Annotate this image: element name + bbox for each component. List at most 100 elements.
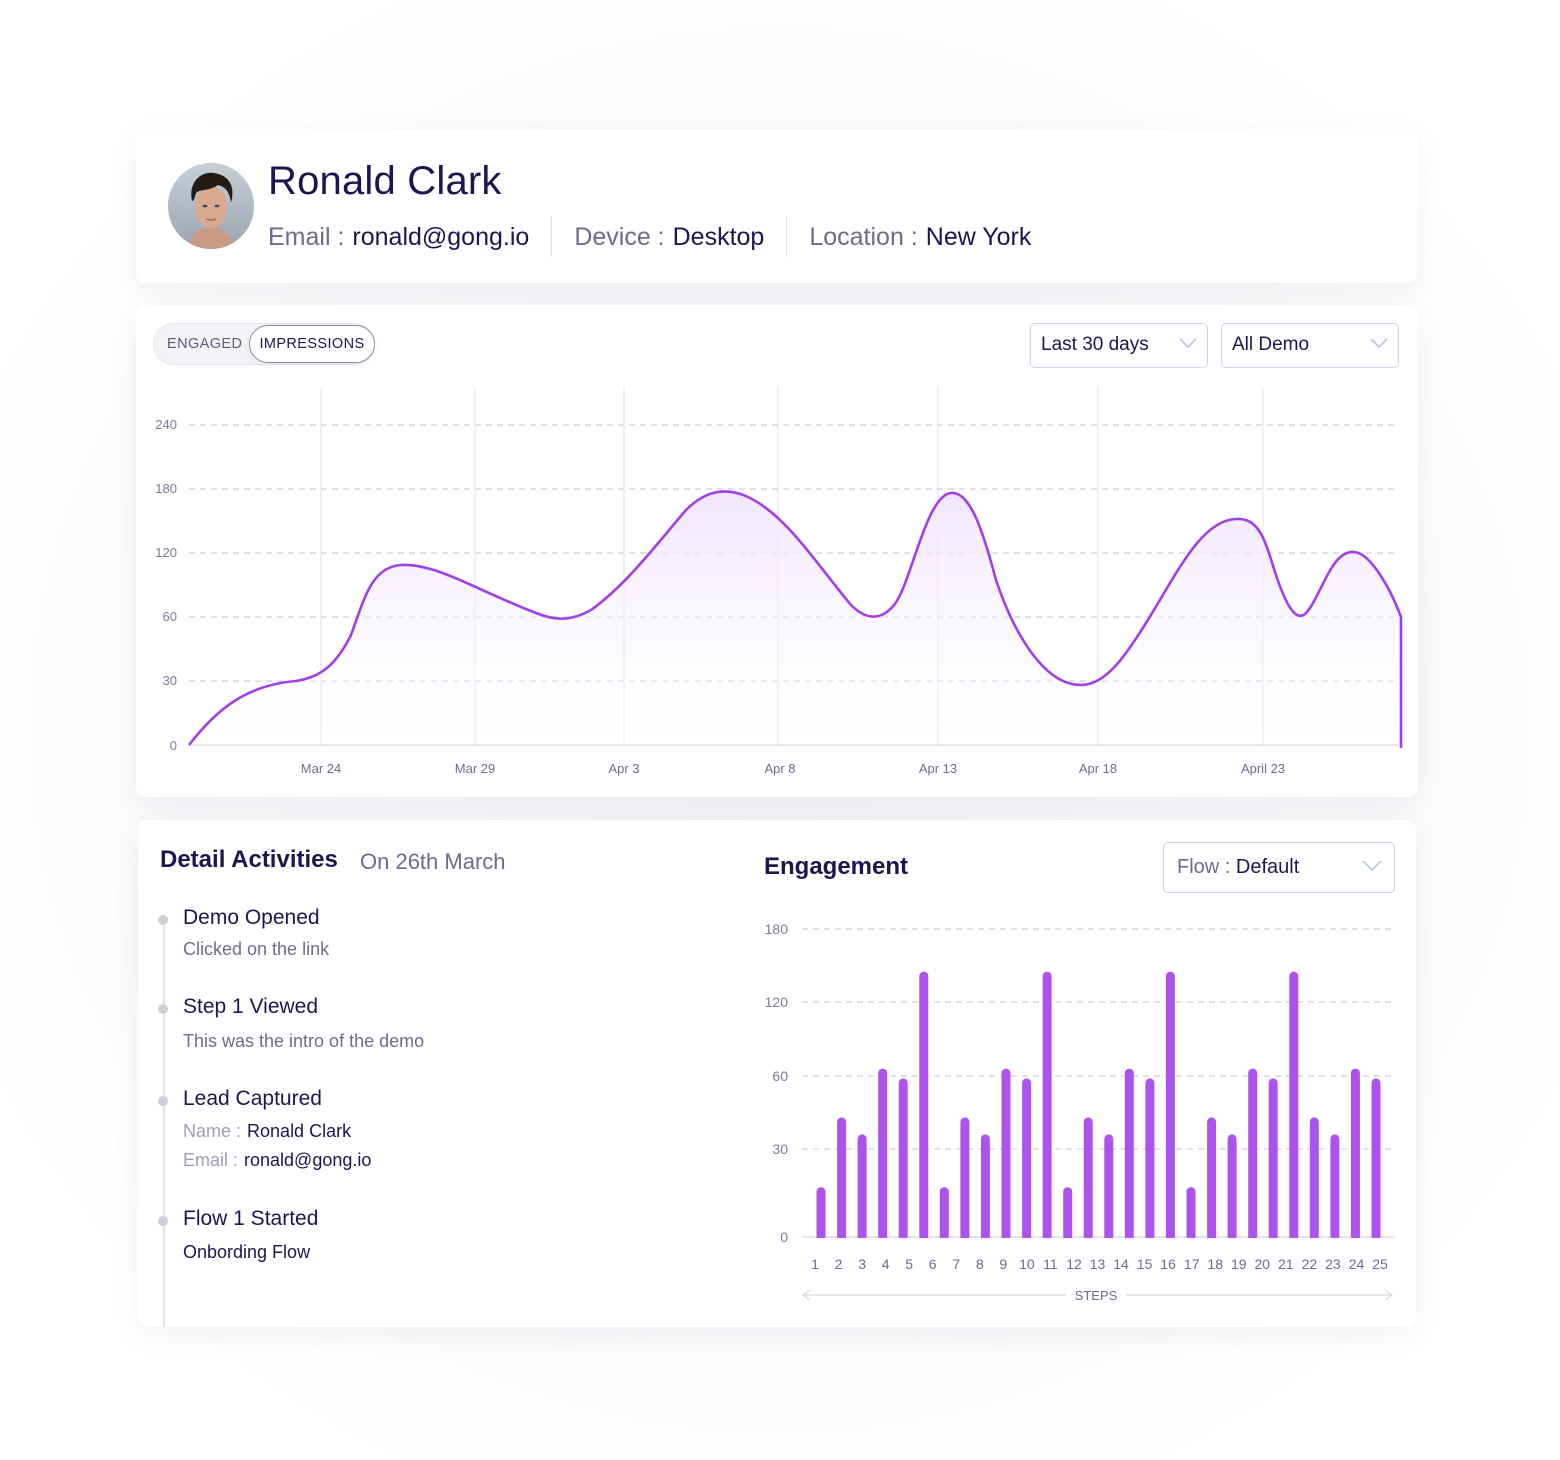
step-label: 9: [999, 1256, 1007, 1272]
chevron-down-icon: [1370, 338, 1388, 349]
bar[interactable]: [878, 1068, 888, 1241]
bar[interactable]: [980, 1134, 990, 1241]
step-label: 19: [1231, 1256, 1247, 1272]
timeline-item-flow-started[interactable]: Flow 1 Started Onbording Flow: [158, 1207, 318, 1263]
svg-text:60: 60: [772, 1068, 788, 1084]
bar[interactable]: [1165, 971, 1175, 1241]
bar[interactable]: [1207, 1117, 1217, 1241]
demo-value: All Demo: [1232, 334, 1310, 355]
profile-card: Ronald Clark Email : ronald@gong.io Devi…: [136, 129, 1418, 283]
impressions-line-chart: 240 180 120 60 30 0 Mar 24 Mar 29 Apr 3 …: [155, 387, 1403, 776]
step-label: 18: [1207, 1256, 1223, 1272]
bar[interactable]: [1083, 1117, 1093, 1241]
step-label: 7: [952, 1256, 960, 1272]
timeline-dot-icon: [158, 1004, 168, 1014]
bar[interactable]: [837, 1117, 847, 1241]
bar[interactable]: [1022, 1078, 1032, 1241]
bar[interactable]: [1042, 971, 1052, 1241]
steps-axis: [801, 1289, 1394, 1301]
email-label: Email :: [268, 222, 345, 251]
bar[interactable]: [1104, 1134, 1114, 1241]
step-label: 25: [1372, 1256, 1388, 1272]
email-value: ronald@gong.io: [352, 222, 530, 251]
activities-date: On 26th March: [360, 849, 506, 874]
bar[interactable]: [1063, 1187, 1073, 1241]
lead-email-label: Email :: [183, 1150, 239, 1170]
step-label: 5: [905, 1256, 913, 1272]
bar[interactable]: [816, 1187, 826, 1241]
svg-text:120: 120: [765, 994, 789, 1010]
flow-select-value: Default: [1235, 856, 1300, 878]
timeline-item-step-viewed[interactable]: Step 1 Viewed This was the intro of the …: [158, 995, 425, 1052]
timeline-item-title: Lead Captured: [183, 1087, 322, 1110]
bar[interactable]: [1145, 1078, 1155, 1241]
timeline-item-demo-opened[interactable]: Demo Opened Clicked on the link: [158, 906, 329, 960]
avatar: [168, 163, 254, 249]
bar[interactable]: [1289, 971, 1299, 1241]
device-label: Device :: [574, 222, 665, 251]
bar[interactable]: [1309, 1117, 1319, 1241]
bar[interactable]: [1268, 1078, 1278, 1241]
x-axis-labels: Mar 24 Mar 29 Apr 3 Apr 8 Apr 13 Apr 18 …: [301, 761, 1285, 776]
engagement-bar-chart: 180 120 60 30 0 1 2 3 4 5 6 7 8 9 10 11 12 13 14 15 16 1…: [765, 921, 1402, 1303]
step-label: 17: [1184, 1256, 1200, 1272]
details-card: Detail Activities On 26th March Demo Ope…: [138, 820, 1416, 1327]
step-label: 1: [811, 1256, 819, 1272]
bar[interactable]: [898, 1078, 908, 1241]
svg-text:Mar 29: Mar 29: [455, 761, 495, 776]
step-label: 15: [1137, 1256, 1153, 1272]
bar[interactable]: [1371, 1078, 1381, 1241]
bar[interactable]: [1186, 1187, 1196, 1241]
bar[interactable]: [919, 971, 929, 1241]
device-value: Desktop: [672, 222, 765, 251]
lead-name-value: Ronald Clark: [247, 1121, 352, 1141]
date-range-select[interactable]: Last 30 days: [1030, 323, 1208, 368]
timeline-item-lead-captured[interactable]: Lead Captured Name : Ronald Clark Email :…: [158, 1087, 371, 1171]
svg-text:0: 0: [170, 738, 177, 753]
bar[interactable]: [1248, 1068, 1258, 1241]
svg-text:Apr 3: Apr 3: [608, 761, 639, 776]
step-label: 16: [1160, 1256, 1176, 1272]
step-label: 3: [858, 1256, 866, 1272]
toggle-impressions[interactable]: IMPRESSIONS: [249, 325, 375, 363]
step-label: 21: [1278, 1256, 1294, 1272]
svg-text:120: 120: [155, 545, 177, 560]
step-label: 22: [1302, 1256, 1318, 1272]
profile-meta: Email : ronald@gong.io Device : Desktop …: [268, 217, 1031, 257]
area-fill: [189, 491, 1401, 745]
bar[interactable]: [1350, 1068, 1360, 1241]
timeline-item-subtitle: This was the intro of the demo: [183, 1031, 425, 1051]
step-label: 10: [1019, 1256, 1035, 1272]
chevron-down-icon: [1362, 860, 1382, 872]
toggle-engaged[interactable]: ENGAGED: [167, 336, 243, 352]
timeline-item-subtitle: Onbording Flow: [183, 1242, 311, 1262]
impressions-card: ENGAGED IMPRESSIONS Last 30 days All Dem…: [136, 305, 1418, 797]
lead-email-value: ronald@gong.io: [244, 1150, 372, 1170]
engagement-title: Engagement: [764, 853, 909, 880]
bar[interactable]: [1124, 1068, 1134, 1241]
bar[interactable]: [1330, 1134, 1340, 1241]
svg-text:180: 180: [155, 481, 177, 496]
step-label: 8: [976, 1256, 984, 1272]
bar[interactable]: [1001, 1068, 1011, 1241]
bar[interactable]: [960, 1117, 970, 1241]
lead-name-label: Name :: [183, 1121, 242, 1141]
svg-text:180: 180: [765, 921, 789, 937]
lead-email-row: Email : ronald@gong.io: [183, 1150, 371, 1171]
activities-title: Detail Activities: [160, 846, 338, 873]
flow-select[interactable]: Flow : Default: [1163, 842, 1395, 893]
bar[interactable]: [939, 1187, 949, 1241]
step-label: 6: [929, 1256, 937, 1272]
svg-text:240: 240: [155, 417, 177, 432]
demo-select[interactable]: All Demo: [1221, 323, 1399, 368]
step-label: 4: [882, 1256, 890, 1272]
divider: [786, 217, 788, 257]
timeline-dot-icon: [158, 915, 168, 925]
step-label: 23: [1325, 1256, 1341, 1272]
bar[interactable]: [857, 1134, 867, 1241]
step-label: 13: [1090, 1256, 1106, 1272]
bars: [802, 971, 1402, 1246]
svg-text:April 23: April 23: [1241, 761, 1285, 776]
bar[interactable]: [1227, 1134, 1237, 1241]
